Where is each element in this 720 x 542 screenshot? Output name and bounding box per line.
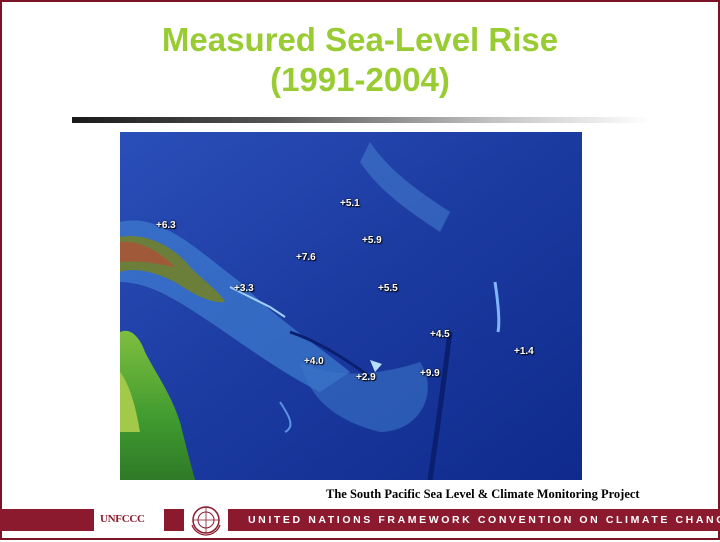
unfccc-logo — [94, 503, 164, 537]
title-line-2: (1991-2004) — [270, 61, 450, 98]
label-6-3: +6.3 — [156, 220, 176, 231]
footer-convention-text: UNITED NATIONS FRAMEWORK CONVENTION ON C… — [248, 514, 720, 526]
label-2-9: +2.9 — [356, 372, 376, 383]
un-emblem-icon — [184, 503, 228, 537]
label-9-9: +9.9 — [420, 368, 440, 379]
label-5-1: +5.1 — [340, 198, 360, 209]
australia-landmass — [120, 330, 195, 480]
fiji-islands — [370, 360, 382, 372]
ocean-map-image — [120, 132, 582, 480]
label-4-0: +4.0 — [304, 356, 324, 367]
ridge-area — [360, 142, 450, 232]
map-source-caption: The South Pacific Sea Level & Climate Mo… — [326, 487, 640, 501]
footer-band — [0, 509, 720, 531]
fiji-plateau — [300, 362, 428, 432]
label-5-5: +5.5 — [378, 283, 398, 294]
unfccc-logo-text: UNFCCC — [100, 513, 145, 525]
title-divider — [72, 117, 650, 123]
un-emblem-graphic — [191, 506, 221, 536]
new-caledonia-ridge — [279, 401, 292, 433]
slide-title: Measured Sea-Level Rise (1991-2004) — [0, 20, 720, 100]
label-1-4: +1.4 — [514, 346, 534, 357]
title-line-1: Measured Sea-Level Rise — [161, 21, 559, 58]
samoa-ridge — [493, 281, 501, 333]
trench-line — [289, 330, 371, 379]
solomon-islands — [229, 286, 286, 318]
label-4-5: +4.5 — [430, 329, 450, 340]
new-guinea-highlands — [120, 241, 175, 267]
label-5-9: +5.9 — [362, 235, 382, 246]
tonga-trench — [427, 331, 453, 480]
label-3-3: +3.3 — [234, 283, 254, 294]
label-7-6: +7.6 — [296, 252, 316, 263]
australia-highlands — [120, 372, 140, 432]
sea-level-map: +5.1 +6.3 +5.9 +7.6 +3.3 +5.5 +4.5 +1.4 … — [120, 132, 582, 480]
